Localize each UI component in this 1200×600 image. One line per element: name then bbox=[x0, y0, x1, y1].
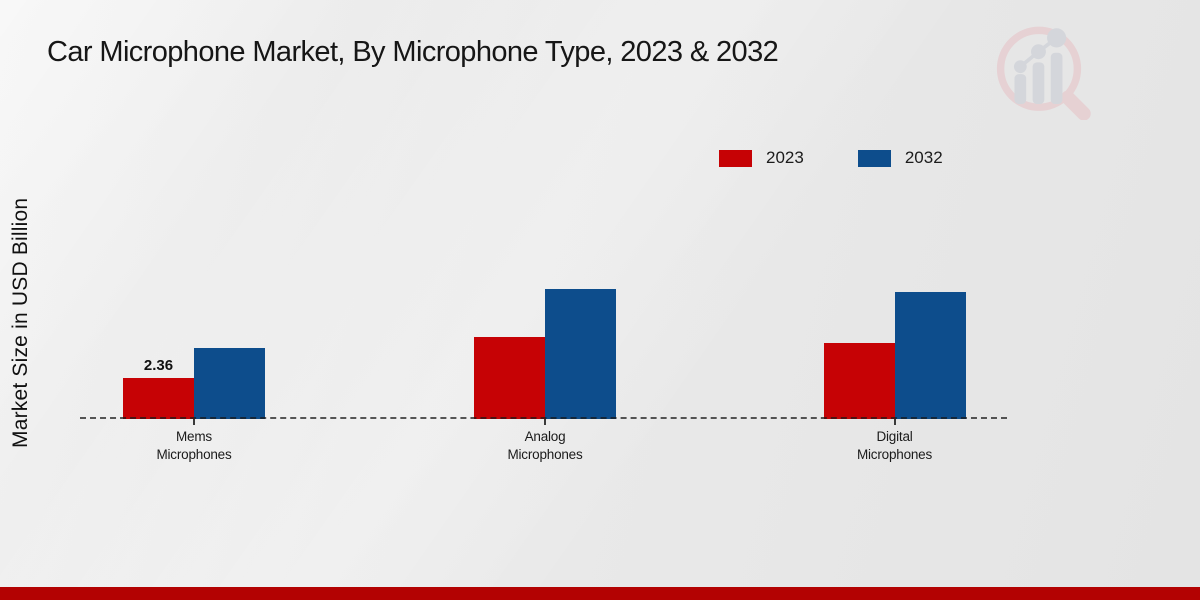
bar-2023-digital-microphones bbox=[823, 343, 895, 419]
x-axis-tick bbox=[893, 419, 896, 425]
bar-2032-digital-microphones bbox=[894, 292, 966, 419]
legend-item-2032: 2032 bbox=[857, 148, 943, 168]
bar-growth-icon bbox=[1013, 28, 1067, 104]
data-label-2023-mems-microphones: 2.36 bbox=[143, 357, 174, 374]
x-axis-baseline bbox=[80, 417, 1007, 419]
category-label-digital-microphones: Digital Microphones bbox=[856, 429, 933, 462]
category-label-analog-microphones: Analog Microphones bbox=[507, 429, 583, 462]
legend-item-2023: 2023 bbox=[719, 148, 804, 168]
legend-label-2023: 2023 bbox=[766, 148, 804, 167]
bar-2023-mems-microphones bbox=[123, 378, 194, 419]
x-axis-tick bbox=[544, 419, 546, 425]
chart-title: Car Microphone Market, By Microphone Typ… bbox=[47, 36, 779, 68]
bar-2032-mems-microphones bbox=[194, 348, 265, 419]
legend-label-2032: 2032 bbox=[904, 148, 943, 167]
magnifier-handle-icon bbox=[1060, 90, 1091, 120]
category-label-mems-microphones: Mems Microphones bbox=[156, 429, 232, 462]
market-research-future-logo-watermark bbox=[996, 26, 1091, 120]
legend-swatch-2023 bbox=[719, 149, 752, 167]
x-axis-tick bbox=[193, 419, 195, 425]
footer-accent-bar bbox=[0, 587, 1200, 600]
bar-2023-analog-microphones bbox=[474, 337, 545, 419]
legend-swatch-2032 bbox=[857, 149, 891, 167]
magnifier-ring-icon bbox=[996, 26, 1082, 111]
bar-2032-analog-microphones bbox=[545, 289, 616, 419]
legend: 2023 2032 bbox=[719, 148, 943, 168]
